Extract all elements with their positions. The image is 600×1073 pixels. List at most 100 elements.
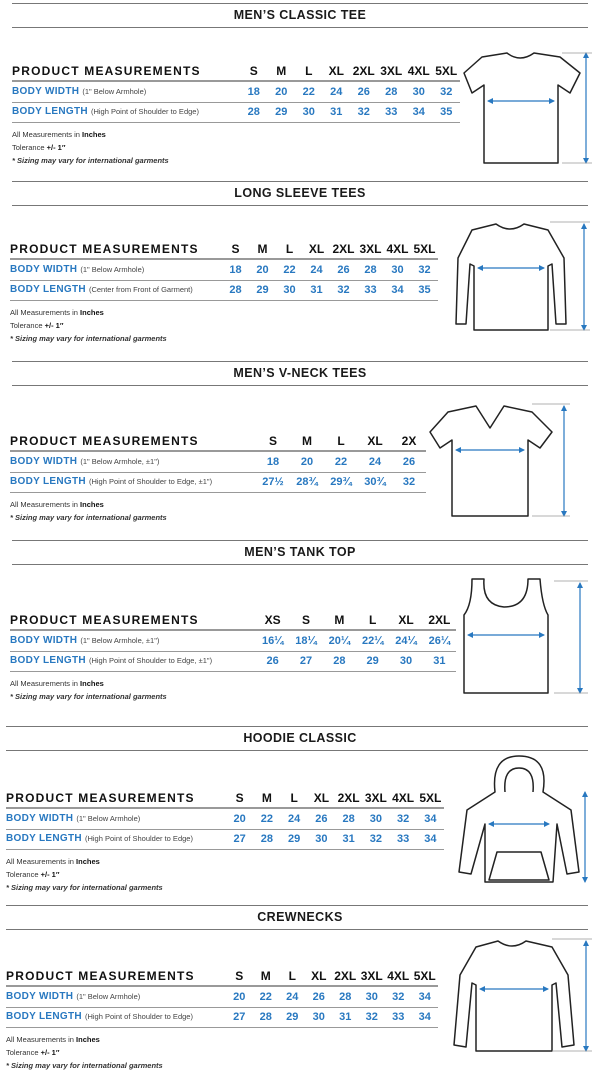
units-prefix: All Measurements in [6,857,74,866]
divider [12,205,588,206]
tolerance-note: Tolerance +/- 1″ [10,319,438,332]
width-label: BODY WIDTH [10,455,78,467]
header-row: PRODUCT MEASUREMENTS S M L XL 2XL 3XL 4XL 5XL [6,967,438,987]
width-label: BODY WIDTH [6,812,74,824]
size-header: 3XL [357,240,384,260]
section-title: HOODIE CLASSIC [243,731,357,745]
width-value: 26 [350,81,378,103]
size-header: 5XL [416,789,444,809]
length-value: 29 [280,829,308,850]
size-header: 2XL [350,62,378,82]
length-value: 34 [405,102,433,123]
width-value: 18¼ [289,630,323,652]
length-value: 30 [305,1007,332,1028]
size-header: S [289,611,323,631]
divider [12,3,588,4]
length-row: BODY LENGTH (High Point of Shoulder to E… [6,1007,438,1028]
width-value: 24 [358,451,392,473]
width-value: 30 [405,81,433,103]
measurement-table: PRODUCT MEASUREMENTS S M L XL 2XL 3XL 4XL 5XL BOD… [6,967,438,1028]
width-value: 26¼ [422,630,456,652]
length-value: 34 [411,1007,438,1028]
width-value: 28 [335,808,363,830]
disclaimer-text: * Sizing may vary for international garm… [12,156,169,165]
length-row: BODY LENGTH (High Point of Shoulder to E… [10,651,456,672]
length-note: (High Point of Shoulder to Edge, ±1") [88,656,213,666]
length-note: (High Point of Shoulder to Edge) [84,1012,193,1022]
units-prefix: All Measurements in [10,679,78,688]
size-header: 4XL [405,62,433,82]
disclaimer: * Sizing may vary for international garm… [12,154,460,167]
size-header: L [324,432,358,452]
tolerance-note: Tolerance +/- 1″ [6,868,444,881]
width-label: BODY WIDTH [10,263,78,275]
length-value: 27 [289,651,323,672]
size-header: XL [305,967,332,987]
divider [6,929,588,930]
units-note: All Measurements in Inches [6,1033,438,1046]
length-value: 34 [384,280,411,301]
measurement-table: PRODUCT MEASUREMENTS S M L XL 2X BODY WIDTH (1… [10,432,426,493]
width-value: 22 [295,81,323,103]
divider [12,540,588,541]
section-title: MEN’S TANK TOP [244,545,356,559]
width-value: 32 [411,259,438,281]
length-label: BODY LENGTH [10,655,86,667]
length-value: 34 [416,829,444,850]
length-note: (Center from Front of Garment) [88,285,193,295]
length-value: 30¾ [358,472,392,493]
width-value: 22 [324,451,358,473]
width-label: BODY WIDTH [12,85,80,97]
measurement-block: PRODUCT MEASUREMENTS XS S M L XL 2XL BODY WIDTH… [10,611,456,703]
size-header: XL [307,789,335,809]
length-value: 30 [276,280,303,301]
length-value: 35 [411,280,438,301]
length-value: 31 [422,651,456,672]
width-value: 22¼ [356,630,390,652]
notes: All Measurements in Inches * Sizing may v… [10,677,456,703]
units-prefix: All Measurements in [10,308,78,317]
section-title: MEN’S CLASSIC TEE [233,8,367,22]
width-value: 26 [307,808,335,830]
length-value: 29¾ [324,472,358,493]
width-row: BODY WIDTH (1" Below Armhole, ±1") 16¼ 18¼… [10,630,456,652]
length-value: 31 [322,102,350,123]
length-value: 31 [335,829,363,850]
width-value: 20¼ [322,630,356,652]
long-sleeve-icon [455,221,590,331]
width-value: 32 [432,81,460,103]
size-header: L [356,611,390,631]
width-value: 18 [240,81,268,103]
size-header: XL [303,240,330,260]
size-header: 5XL [432,62,460,82]
width-value: 26 [305,986,332,1008]
units-note: All Measurements in Inches [10,677,456,690]
units-prefix: All Measurements in [12,130,80,139]
size-header: XL [358,432,392,452]
disclaimer: * Sizing may vary for international garm… [10,332,438,345]
measurement-block: PRODUCT MEASUREMENTS S M L XL 2XL 3XL 4XL 5XL BOD… [10,240,438,345]
width-row: BODY WIDTH (1" Below Armhole, ±1") 18 20 22… [10,451,426,473]
width-value: 32 [385,986,412,1008]
tolerance-note: Tolerance +/- 1″ [6,1046,438,1059]
length-value: 32 [330,280,357,301]
disclaimer-text: * Sizing may vary for international garm… [6,1061,163,1070]
length-value: 32 [358,1007,385,1028]
width-row: BODY WIDTH (1" Below Armhole) 18 20 22 24 26 2… [12,81,460,103]
length-value: 33 [389,829,417,850]
header-row: PRODUCT MEASUREMENTS XS S M L XL 2XL [10,611,456,631]
header-label: PRODUCT MEASUREMENTS [10,611,257,631]
size-header: 4XL [389,789,417,809]
width-value: 30 [358,986,385,1008]
notes: All Measurements in Inches * Sizing may v… [10,498,426,524]
divider [12,181,588,182]
measurement-block: PRODUCT MEASUREMENTS S M L XL 2XL 3XL 4XL 5XL BOD… [6,789,444,894]
width-value: 24 [322,81,350,103]
length-note: (High Point of Shoulder to Edge, ±1") [88,477,213,487]
width-value: 24 [280,808,308,830]
width-note: (1" Below Armhole, ±1") [80,635,160,645]
units-value: Inches [80,500,104,509]
size-header: S [240,62,268,82]
tolerance-prefix: Tolerance [6,870,39,879]
width-label: BODY WIDTH [6,990,74,1002]
